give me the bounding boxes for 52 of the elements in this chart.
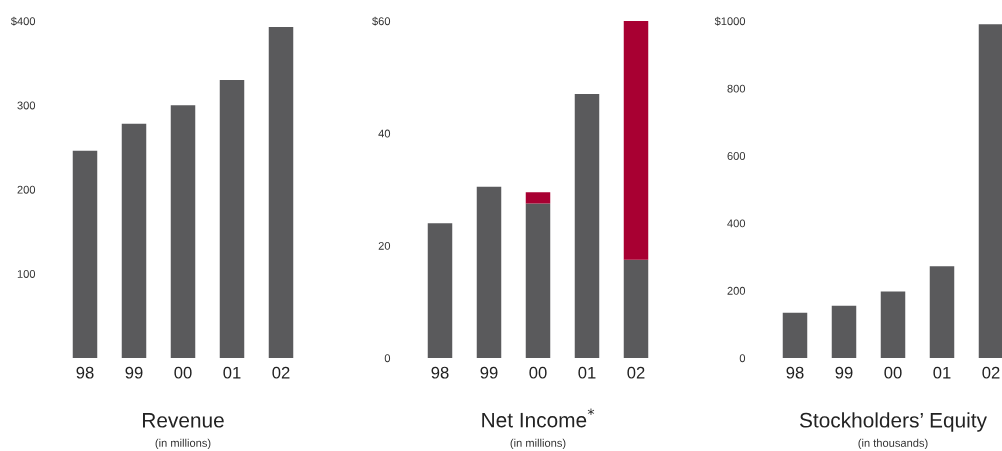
x-tick-label: 00 (174, 366, 192, 379)
bar (525, 192, 551, 204)
bar (880, 291, 906, 358)
text: (in millions) (510, 438, 566, 450)
text: Stockholders’ Equity (799, 412, 987, 432)
text: Revenue (143, 413, 224, 428)
text: (in millions) (155, 438, 211, 450)
x-tick-label: 99 (835, 366, 853, 379)
bar (574, 94, 600, 358)
y-tick-label: $60 (372, 16, 391, 26)
x-tick-label: 02 (982, 366, 1000, 379)
x-tick-label: 98 (76, 366, 94, 379)
bar (525, 203, 551, 358)
y-tick-label: 200 (17, 185, 36, 194)
y-tick-label: 40 (378, 129, 391, 138)
y-tick-label: 100 (17, 270, 36, 278)
x-tick-label: 01 (933, 366, 951, 379)
y-tick-label: 600 (727, 152, 746, 160)
y-tick-label: $400 (10, 16, 36, 26)
x-tick-label: 01 (223, 366, 241, 379)
bar (782, 312, 808, 358)
y-tick-label: 300 (17, 101, 36, 110)
x-tick-label: 02 (627, 366, 645, 379)
bar (623, 259, 649, 358)
bar (476, 186, 502, 358)
bar (831, 305, 857, 358)
y-tick-label: 20 (378, 241, 391, 250)
x-tick-label: 00 (884, 366, 902, 379)
bar (978, 24, 1002, 358)
x-tick-label: 01 (578, 366, 596, 379)
bar (268, 26, 294, 358)
y-tick-label: 400 (727, 219, 746, 228)
x-tick-label: 98 (786, 366, 804, 379)
x-tick-label: 99 (125, 366, 143, 379)
x-tick-label: 02 (272, 366, 290, 379)
bar (121, 123, 147, 358)
y-tick-label: 200 (727, 286, 746, 295)
bar (929, 266, 955, 358)
text: Net Income$^{*}$ (482, 408, 595, 428)
bar (427, 223, 453, 358)
x-tick-label: 00 (529, 366, 547, 379)
bar (72, 150, 98, 358)
y-tick-label: 0 (739, 354, 746, 363)
bar (623, 21, 649, 260)
x-tick-label: 99 (480, 366, 498, 379)
bar (170, 105, 196, 358)
x-tick-label: 98 (431, 366, 449, 379)
y-tick-label: $1000 (714, 16, 746, 26)
y-tick-label: 0 (384, 354, 391, 363)
y-tick-label: 800 (727, 84, 746, 93)
bar (219, 79, 245, 358)
text: (in thousands) (858, 438, 928, 450)
